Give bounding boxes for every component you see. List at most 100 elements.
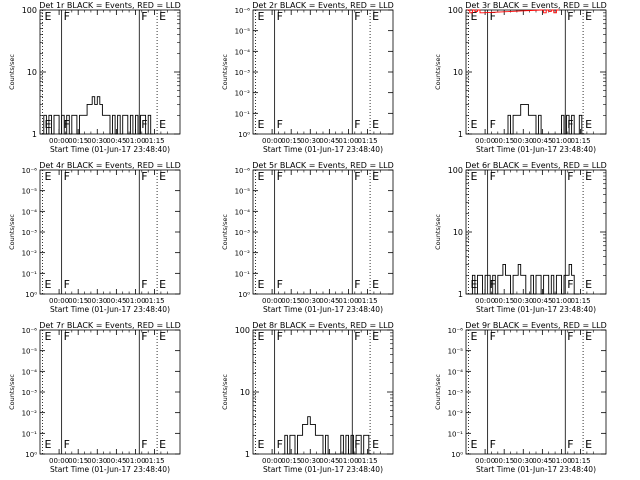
x-tick-label: 00:45 (319, 457, 339, 465)
y-tick-label: 10⁻² (235, 90, 251, 98)
y-axis-label: Counts/sec (8, 374, 16, 410)
x-tick-label: 00:30 (300, 137, 320, 145)
x-tick-label: 01:00 (551, 137, 571, 145)
x-tick-label: 00:30 (300, 457, 320, 465)
plot-frame (39, 169, 181, 295)
detector-panel-4: Det 4r BLACK = Events, RED = LLD Counts/s… (8, 161, 181, 314)
y-tick-label: 10 (453, 228, 463, 237)
plot-frame (252, 9, 394, 135)
marker-label-top: F (490, 330, 496, 343)
marker-label-bottom: E (585, 118, 592, 131)
y-axis-label: Counts/sec (8, 54, 16, 90)
marker-label-top: F (64, 330, 70, 343)
events-series-line (469, 263, 580, 295)
y-tick-label: 10⁻³ (22, 389, 38, 397)
y-tick-label: 10⁻² (235, 250, 251, 258)
y-tick-label: 1 (458, 130, 463, 139)
y-tick-label: 10⁻³ (448, 389, 464, 397)
marker-label-bottom: F (354, 438, 360, 451)
y-tick-label: 10⁻² (22, 250, 38, 258)
y-tick-label: 10⁻⁵ (235, 188, 251, 196)
marker-label-bottom: E (372, 438, 379, 451)
x-tick-label: 00:15 (494, 137, 514, 145)
marker-label-top: E (258, 10, 265, 23)
x-tick-label: 00:45 (106, 457, 126, 465)
marker-label-bottom: E (45, 118, 52, 131)
marker-label-top: F (354, 330, 360, 343)
y-tick-label: 10⁰ (25, 451, 37, 459)
y-tick-label: 10 (240, 388, 250, 397)
detector-panel-9: Det 9r BLACK = Events, RED = LLD Counts/s… (434, 321, 607, 474)
x-tick-label: 00:30 (87, 297, 107, 305)
marker-label-bottom: E (585, 438, 592, 451)
x-tick-label: 00:15 (281, 137, 301, 145)
marker-label-top: F (141, 170, 147, 183)
plot-frame (39, 329, 181, 455)
y-tick-label: 10⁻⁵ (448, 348, 464, 356)
marker-label-top: E (45, 170, 52, 183)
y-tick-label: 10⁰ (238, 131, 250, 139)
y-tick-label: 1 (32, 130, 37, 139)
marker-label-bottom: F (64, 278, 70, 291)
x-tick-label: 00:15 (494, 457, 514, 465)
marker-label-top: E (585, 170, 592, 183)
x-tick-label: 00:30 (87, 137, 107, 145)
marker-label-bottom: F (141, 438, 147, 451)
marker-label-top: E (471, 10, 478, 23)
y-tick-label: 100 (22, 6, 37, 15)
marker-label-bottom: E (159, 438, 166, 451)
marker-label-top: E (471, 330, 478, 343)
detector-panel-2: Det 2r BLACK = Events, RED = LLD Counts/s… (221, 1, 394, 154)
marker-label-bottom: F (490, 118, 496, 131)
y-axis-label: Counts/sec (434, 214, 442, 250)
marker-label-top: E (471, 170, 478, 183)
detector-panel-3: Det 3r BLACK = Events, RED = LLD Counts/s… (434, 1, 607, 154)
marker-label-top: E (372, 330, 379, 343)
x-axis-label: Start Time (01-Jun-17 23:48:40) (263, 145, 383, 154)
x-tick-label: 00:30 (513, 137, 533, 145)
panel-title: Det 3r BLACK = Events, RED = LLD (465, 1, 607, 10)
y-axis-label: Counts/sec (434, 54, 442, 90)
x-tick-label: 00:00 (49, 457, 69, 465)
marker-label-top: F (64, 170, 70, 183)
events-series-line (41, 96, 154, 135)
y-tick-label: 10⁻⁴ (235, 48, 251, 56)
marker-label-bottom: F (354, 278, 360, 291)
marker-label-top: F (141, 10, 147, 23)
x-tick-label: 00:30 (87, 457, 107, 465)
x-axis-label: Start Time (01-Jun-17 23:48:40) (50, 145, 170, 154)
y-axis-label: Counts/sec (221, 374, 229, 410)
marker-label-top: F (64, 10, 70, 23)
x-tick-label: 00:45 (532, 297, 552, 305)
marker-label-bottom: F (567, 438, 573, 451)
x-axis-label: Start Time (01-Jun-17 23:48:40) (50, 465, 170, 474)
marker-label-top: F (567, 330, 573, 343)
y-tick-label: 100 (448, 6, 463, 15)
x-tick-label: 01:00 (125, 457, 145, 465)
y-tick-label: 10⁻² (22, 410, 38, 418)
marker-label-top: E (45, 330, 52, 343)
y-tick-label: 10⁻³ (235, 229, 251, 237)
x-tick-label: 00:15 (494, 297, 514, 305)
y-axis-label: Counts/sec (434, 374, 442, 410)
y-tick-label: 1 (245, 450, 250, 459)
detector-panel-8: Det 8r BLACK = Events, RED = LLD Counts/s… (221, 321, 394, 474)
x-axis-label: Start Time (01-Jun-17 23:48:40) (476, 465, 596, 474)
marker-label-bottom: F (141, 118, 147, 131)
panel-title: Det 7r BLACK = Events, RED = LLD (39, 321, 181, 330)
lld-series-line (467, 9, 559, 14)
x-tick-label: 00:30 (513, 297, 533, 305)
marker-label-bottom: F (490, 438, 496, 451)
marker-label-bottom: E (159, 118, 166, 131)
y-tick-label: 10⁻⁵ (22, 188, 38, 196)
marker-label-top: E (585, 330, 592, 343)
detector-panel-1: Det 1r BLACK = Events, RED = LLD Counts/s… (8, 1, 181, 154)
y-tick-label: 10⁰ (238, 291, 250, 299)
marker-label-bottom: E (471, 118, 478, 131)
y-tick-label: 10⁻⁴ (22, 208, 38, 216)
marker-label-bottom: E (258, 118, 265, 131)
marker-label-top: E (372, 10, 379, 23)
y-tick-label: 10⁻⁴ (22, 368, 38, 376)
marker-label-bottom: E (585, 278, 592, 291)
x-axis-label: Start Time (01-Jun-17 23:48:40) (263, 305, 383, 314)
